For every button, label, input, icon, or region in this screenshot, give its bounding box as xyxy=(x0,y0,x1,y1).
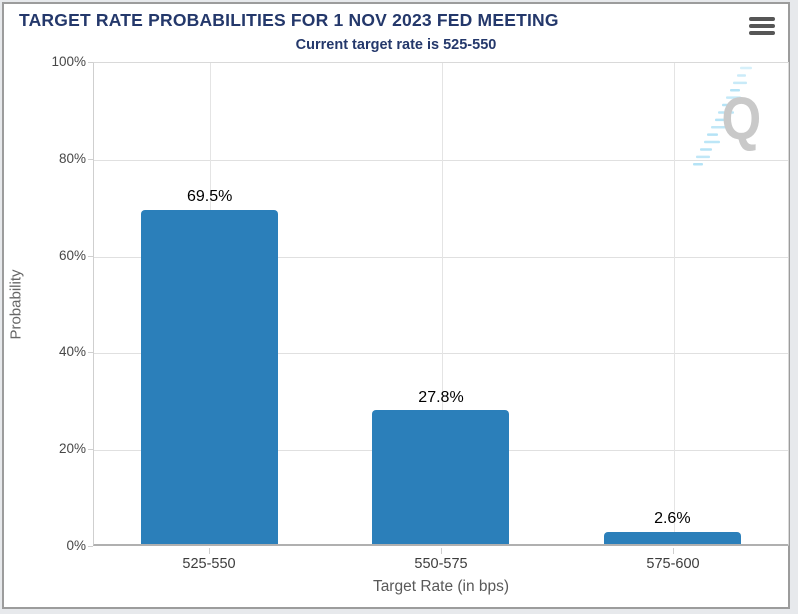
hamburger-bar xyxy=(749,31,775,35)
gridline xyxy=(94,159,788,161)
x-tick-label: 525-550 xyxy=(182,556,236,572)
watermark-q-logo: Q xyxy=(721,85,762,152)
x-tick-label: 575-600 xyxy=(646,556,700,572)
bar-525-550[interactable] xyxy=(141,209,279,544)
y-tick-mark xyxy=(88,352,93,353)
y-tick-label: 0% xyxy=(66,538,86,553)
bar-value-label: 2.6% xyxy=(654,509,691,527)
bar-value-label: 69.5% xyxy=(186,188,233,206)
gridline xyxy=(94,353,788,355)
gridline xyxy=(674,63,675,544)
gridline xyxy=(442,63,443,544)
bar-group-550-575: 27.8% xyxy=(325,63,556,544)
y-tick-label: 40% xyxy=(58,344,86,359)
y-tick-label: 100% xyxy=(51,54,86,69)
y-tick-mark xyxy=(88,159,93,160)
hamburger-menu-icon[interactable] xyxy=(749,17,775,35)
chart-title: TARGET RATE PROBABILITIES FOR 1 NOV 2023… xyxy=(19,10,559,30)
x-tick-label: 550-575 xyxy=(414,556,468,572)
bar-575-600[interactable] xyxy=(603,531,741,544)
x-axis-title: Target Rate (in bps) xyxy=(372,578,510,595)
y-tick-mark xyxy=(88,256,93,257)
y-tick-mark xyxy=(88,449,93,450)
x-tick-mark xyxy=(209,548,210,554)
bar-group-525-550: 69.5% xyxy=(94,63,325,544)
y-tick-mark xyxy=(88,62,93,63)
bar-value-label: 27.8% xyxy=(418,388,464,406)
x-tick-mark xyxy=(441,548,442,554)
hamburger-bar xyxy=(749,24,775,28)
y-tick-label: 80% xyxy=(58,151,86,166)
chart-card: TARGET RATE PROBABILITIES FOR 1 NOV 2023… xyxy=(2,2,790,609)
bar-group-575-600: 2.6% xyxy=(557,63,788,544)
hamburger-bar xyxy=(749,17,775,21)
y-axis-title: Probability xyxy=(7,269,25,340)
y-tick-label: 20% xyxy=(58,441,86,456)
x-tick-mark xyxy=(673,548,674,554)
y-tick-label: 60% xyxy=(58,248,86,263)
watermark-logo-dashes xyxy=(693,66,752,166)
chart-subtitle: Current target rate is 525-550 xyxy=(295,37,497,53)
y-tick-mark xyxy=(88,546,93,547)
plot-area: 69.5% 27.8% 2.6% xyxy=(93,62,789,546)
bar-550-575[interactable] xyxy=(372,410,510,544)
gridline xyxy=(94,256,788,258)
